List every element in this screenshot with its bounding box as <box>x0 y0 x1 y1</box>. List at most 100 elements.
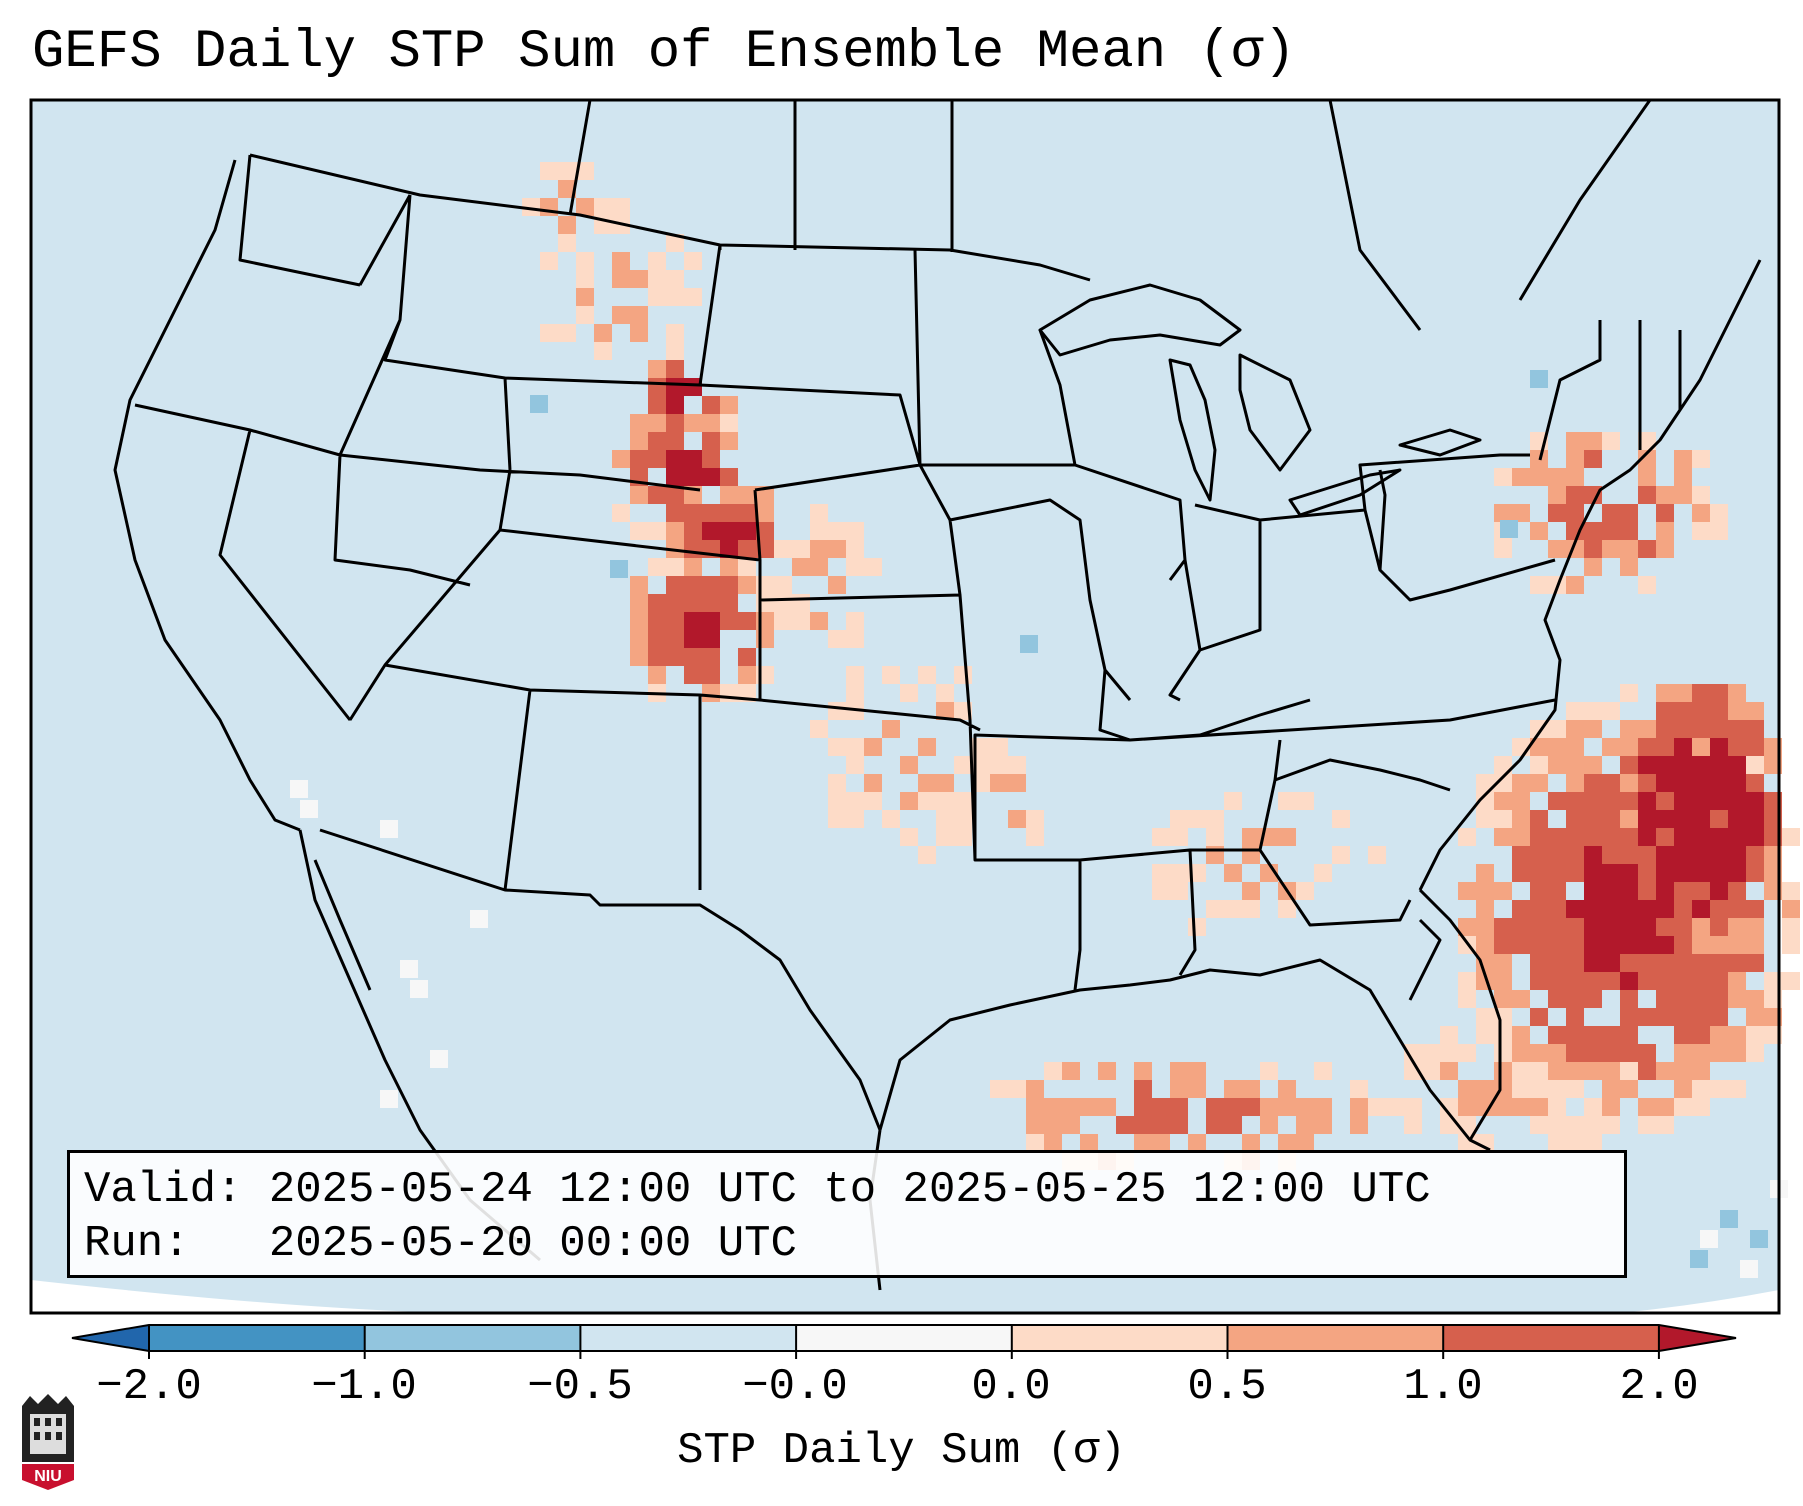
anomaly-cell <box>1296 792 1314 810</box>
anomaly-cell <box>1476 936 1494 954</box>
anomaly-cell <box>1530 522 1548 540</box>
anomaly-cell <box>1530 900 1548 918</box>
info-box: Valid: 2025-05-24 12:00 UTC to 2025-05-2… <box>67 1150 1627 1278</box>
us-mexico-border <box>319 828 882 1131</box>
anomaly-cell <box>1710 720 1728 738</box>
anomaly-cell <box>1566 720 1584 738</box>
anomaly-cell <box>1746 756 1764 774</box>
anomaly-cell <box>1494 468 1512 486</box>
anomaly-cell <box>1548 864 1566 882</box>
anomaly-cell <box>1602 1044 1620 1062</box>
anomaly-cell <box>1548 936 1566 954</box>
anomaly-cell <box>990 774 1008 792</box>
anomaly-cell <box>1224 1116 1242 1134</box>
anomaly-cell <box>400 960 418 978</box>
anomaly-cell <box>1710 522 1728 540</box>
anomaly-cell <box>1692 684 1710 702</box>
anomaly-cell <box>648 666 666 684</box>
anomaly-cell <box>1710 1044 1728 1062</box>
anomaly-cell <box>1602 972 1620 990</box>
anomaly-cell <box>1728 774 1746 792</box>
anomaly-cell <box>666 576 684 594</box>
anomaly-cell <box>1692 774 1710 792</box>
anomaly-cell <box>1782 972 1800 990</box>
anomaly-cell <box>1584 1116 1602 1134</box>
anomaly-cell <box>1692 504 1710 522</box>
anomaly-cell <box>1566 504 1584 522</box>
anomaly-cell <box>1494 990 1512 1008</box>
anomaly-cell <box>1566 522 1584 540</box>
anomaly-cell <box>1242 882 1260 900</box>
anomaly-cell <box>702 522 720 540</box>
anomaly-cell <box>1584 882 1602 900</box>
anomaly-cell <box>1620 504 1638 522</box>
anomaly-cell <box>1152 1116 1170 1134</box>
anomaly-cell <box>1692 972 1710 990</box>
anomaly-cell <box>1656 900 1674 918</box>
anomaly-cell <box>1584 1062 1602 1080</box>
anomaly-cell <box>1710 756 1728 774</box>
anomaly-cell <box>1008 1080 1026 1098</box>
anomaly-cell <box>864 792 882 810</box>
anomaly-cell <box>1476 1098 1494 1116</box>
anomaly-cell <box>1242 828 1260 846</box>
anomaly-cell <box>1332 810 1350 828</box>
run-value: 2025-05-20 00:00 UTC <box>268 1219 797 1269</box>
anomaly-cell <box>774 576 792 594</box>
anomaly-cell <box>1548 540 1566 558</box>
anomaly-cell <box>720 486 738 504</box>
anomaly-cell <box>1044 1062 1062 1080</box>
anomaly-cell <box>738 504 756 522</box>
anomaly-cell <box>1530 936 1548 954</box>
anomaly-cell <box>774 540 792 558</box>
anomaly-cell <box>1404 1044 1422 1062</box>
anomaly-cell <box>1746 720 1764 738</box>
anomaly-cell <box>1620 882 1638 900</box>
anomaly-cell <box>1656 990 1674 1008</box>
anomaly-cell <box>936 828 954 846</box>
anomaly-cell <box>630 522 648 540</box>
anomaly-cell <box>1746 1008 1764 1026</box>
anomaly-cell <box>1548 468 1566 486</box>
anomaly-cell <box>1728 846 1746 864</box>
anomaly-cell <box>1242 1098 1260 1116</box>
anomaly-cell <box>1710 684 1728 702</box>
anomaly-cell <box>1674 1080 1692 1098</box>
anomaly-cell <box>846 540 864 558</box>
anomaly-cell <box>1710 738 1728 756</box>
anomaly-cell <box>1314 864 1332 882</box>
colorbar-tick-label: −1.0 <box>311 1362 417 1412</box>
anomaly-cell <box>1062 1116 1080 1134</box>
anomaly-cell <box>1584 540 1602 558</box>
anomaly-cell <box>702 414 720 432</box>
anomaly-cell <box>1008 810 1026 828</box>
anomaly-cell <box>1566 1134 1584 1152</box>
anomaly-cell <box>1584 936 1602 954</box>
anomaly-cell <box>1710 810 1728 828</box>
anomaly-cell <box>666 450 684 468</box>
anomaly-cell <box>1080 1134 1098 1152</box>
anomaly-cell <box>1152 828 1170 846</box>
anomaly-cell <box>1512 918 1530 936</box>
anomaly-cell <box>1530 738 1548 756</box>
anomaly-cell <box>1458 918 1476 936</box>
anomaly-cell <box>702 666 720 684</box>
anomaly-cell <box>738 648 756 666</box>
anomaly-cell <box>1170 864 1188 882</box>
anomaly-cell <box>1584 558 1602 576</box>
anomaly-cell <box>1566 792 1584 810</box>
anomaly-cell <box>1728 828 1746 846</box>
anomaly-cell <box>738 576 756 594</box>
east-coast <box>1418 259 1762 891</box>
anomaly-cell <box>1530 864 1548 882</box>
colorbar-tick-label: 1.0 <box>1403 1362 1483 1412</box>
anomaly-cell <box>1260 1098 1278 1116</box>
anomaly-cell <box>918 774 936 792</box>
anomaly-cell <box>810 504 828 522</box>
anomaly-cell <box>1710 918 1728 936</box>
anomaly-cell <box>1584 900 1602 918</box>
anomaly-cell <box>1404 1098 1422 1116</box>
anomaly-cell <box>1710 702 1728 720</box>
anomaly-cell <box>576 162 594 180</box>
anomaly-cell <box>1728 738 1746 756</box>
